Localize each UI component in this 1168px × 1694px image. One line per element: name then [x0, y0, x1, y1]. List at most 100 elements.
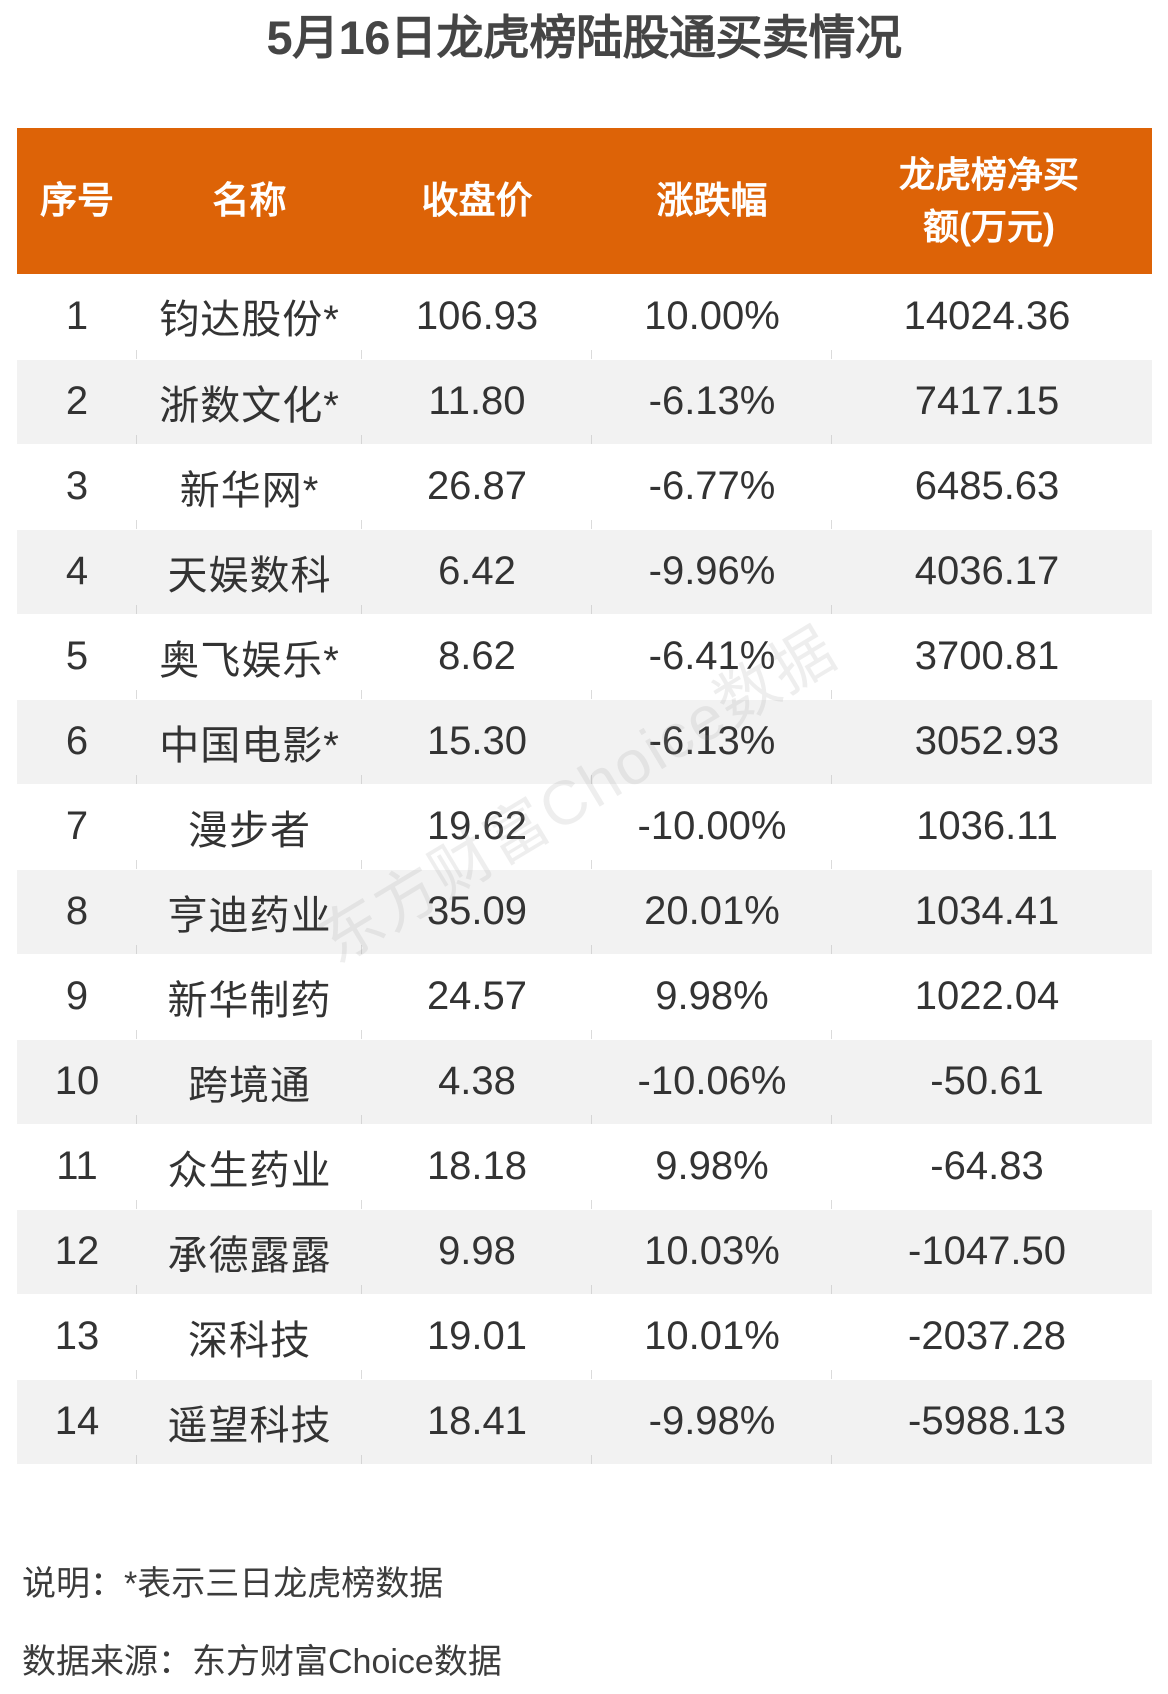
cell-name: 众生药业	[137, 1124, 362, 1209]
page-title: 5月16日龙虎榜陆股通买卖情况	[266, 11, 902, 64]
table-row: 6 中国电影* 15.30 -6.13% 3052.93	[17, 699, 1152, 784]
table-body: 1 钧达股份* 106.93 10.00% 14024.36 2 浙数文化* 11.80 -6.…	[17, 274, 1152, 1464]
cell-rank: 6	[17, 699, 137, 784]
cell-chg: 9.98%	[592, 1124, 832, 1209]
cell-name: 亨迪药业	[137, 869, 362, 954]
cell-net: 3700.81	[832, 614, 1152, 699]
cell-price: 106.93	[362, 274, 592, 359]
cell-price: 18.41	[362, 1379, 592, 1464]
cell-price: 19.01	[362, 1294, 592, 1379]
column-header-net-buy: 龙虎榜净买 额(万元)	[832, 128, 1152, 274]
cell-net: 1034.41	[832, 869, 1152, 954]
lhb-table: 序号 名称 收盘价 涨跌幅 龙虎榜净买 额(万元) 1 钧达股份* 106.93 10…	[17, 128, 1152, 1465]
cell-price: 11.80	[362, 359, 592, 444]
table-row: 4 天娱数科 6.42 -9.96% 4036.17	[17, 529, 1152, 614]
cell-price: 24.57	[362, 954, 592, 1039]
cell-rank: 2	[17, 359, 137, 444]
cell-chg: 10.00%	[592, 274, 832, 359]
cell-price: 8.62	[362, 614, 592, 699]
cell-chg: -6.77%	[592, 444, 832, 529]
column-header-net-buy-line1: 龙虎榜净买	[898, 154, 1079, 195]
cell-name: 浙数文化*	[137, 359, 362, 444]
cell-net: -64.83	[832, 1124, 1152, 1209]
cell-price: 4.38	[362, 1039, 592, 1124]
cell-price: 15.30	[362, 699, 592, 784]
cell-net: -1047.50	[832, 1209, 1152, 1294]
table-row: 12 承德露露 9.98 10.03% -1047.50	[17, 1209, 1152, 1294]
cell-chg: -9.96%	[592, 529, 832, 614]
lhb-table-container: 序号 名称 收盘价 涨跌幅 龙虎榜净买 额(万元) 1 钧达股份* 106.93 10…	[17, 128, 1152, 1465]
cell-rank: 5	[17, 614, 137, 699]
cell-price: 18.18	[362, 1124, 592, 1209]
cell-net: 6485.63	[832, 444, 1152, 529]
cell-price: 9.98	[362, 1209, 592, 1294]
cell-chg: -10.00%	[592, 784, 832, 869]
footnote-source: 数据来源：东方财富Choice数据	[22, 1643, 502, 1681]
cell-chg: -6.13%	[592, 359, 832, 444]
cell-rank: 7	[17, 784, 137, 869]
table-row: 13 深科技 19.01 10.01% -2037.28	[17, 1294, 1152, 1379]
cell-net: 14024.36	[832, 274, 1152, 359]
cell-rank: 8	[17, 869, 137, 954]
cell-net: -50.61	[832, 1039, 1152, 1124]
column-header-name: 名称	[137, 128, 362, 274]
table-header: 序号 名称 收盘价 涨跌幅 龙虎榜净买 额(万元)	[17, 128, 1152, 274]
table-row: 5 奥飞娱乐* 8.62 -6.41% 3700.81	[17, 614, 1152, 699]
cell-rank: 3	[17, 444, 137, 529]
cell-name: 钧达股份*	[137, 274, 362, 359]
cell-price: 6.42	[362, 529, 592, 614]
table-row: 2 浙数文化* 11.80 -6.13% 7417.15	[17, 359, 1152, 444]
cell-name: 天娱数科	[137, 529, 362, 614]
cell-net: 7417.15	[832, 359, 1152, 444]
column-header-rank: 序号	[17, 128, 137, 274]
cell-rank: 1	[17, 274, 137, 359]
cell-name: 承德露露	[137, 1209, 362, 1294]
cell-name: 奥飞娱乐*	[137, 614, 362, 699]
cell-name: 深科技	[137, 1294, 362, 1379]
table-row: 3 新华网* 26.87 -6.77% 6485.63	[17, 444, 1152, 529]
column-header-change: 涨跌幅	[592, 128, 832, 274]
table-row: 8 亨迪药业 35.09 20.01% 1034.41	[17, 869, 1152, 954]
cell-price: 35.09	[362, 869, 592, 954]
cell-chg: 9.98%	[592, 954, 832, 1039]
cell-rank: 4	[17, 529, 137, 614]
cell-chg: -10.06%	[592, 1039, 832, 1124]
cell-net: 4036.17	[832, 529, 1152, 614]
cell-name: 新华网*	[137, 444, 362, 529]
cell-name: 新华制药	[137, 954, 362, 1039]
cell-name: 中国电影*	[137, 699, 362, 784]
cell-chg: 20.01%	[592, 869, 832, 954]
cell-name: 遥望科技	[137, 1379, 362, 1464]
cell-chg: -6.41%	[592, 614, 832, 699]
cell-rank: 12	[17, 1209, 137, 1294]
table-row: 1 钧达股份* 106.93 10.00% 14024.36	[17, 274, 1152, 359]
footnote-legend: 说明：*表示三日龙虎榜数据	[22, 1565, 444, 1603]
cell-chg: -6.13%	[592, 699, 832, 784]
column-header-net-buy-line2: 额(万元)	[923, 206, 1055, 247]
cell-net: 1022.04	[832, 954, 1152, 1039]
table-row: 7 漫步者 19.62 -10.00% 1036.11	[17, 784, 1152, 869]
cell-rank: 10	[17, 1039, 137, 1124]
cell-rank: 14	[17, 1379, 137, 1464]
column-header-price: 收盘价	[362, 128, 592, 274]
table-row: 9 新华制药 24.57 9.98% 1022.04	[17, 954, 1152, 1039]
cell-net: -5988.13	[832, 1379, 1152, 1464]
cell-chg: 10.03%	[592, 1209, 832, 1294]
table-row: 11 众生药业 18.18 9.98% -64.83	[17, 1124, 1152, 1209]
cell-chg: 10.01%	[592, 1294, 832, 1379]
cell-net: 1036.11	[832, 784, 1152, 869]
table-row: 10 跨境通 4.38 -10.06% -50.61	[17, 1039, 1152, 1124]
cell-rank: 9	[17, 954, 137, 1039]
cell-price: 19.62	[362, 784, 592, 869]
cell-chg: -9.98%	[592, 1379, 832, 1464]
cell-net: -2037.28	[832, 1294, 1152, 1379]
cell-rank: 11	[17, 1124, 137, 1209]
cell-rank: 13	[17, 1294, 137, 1379]
cell-net: 3052.93	[832, 699, 1152, 784]
table-header-row: 序号 名称 收盘价 涨跌幅 龙虎榜净买 额(万元)	[17, 128, 1152, 274]
cell-name: 漫步者	[137, 784, 362, 869]
cell-price: 26.87	[362, 444, 592, 529]
table-row: 14 遥望科技 18.41 -9.98% -5988.13	[17, 1379, 1152, 1464]
cell-name: 跨境通	[137, 1039, 362, 1124]
